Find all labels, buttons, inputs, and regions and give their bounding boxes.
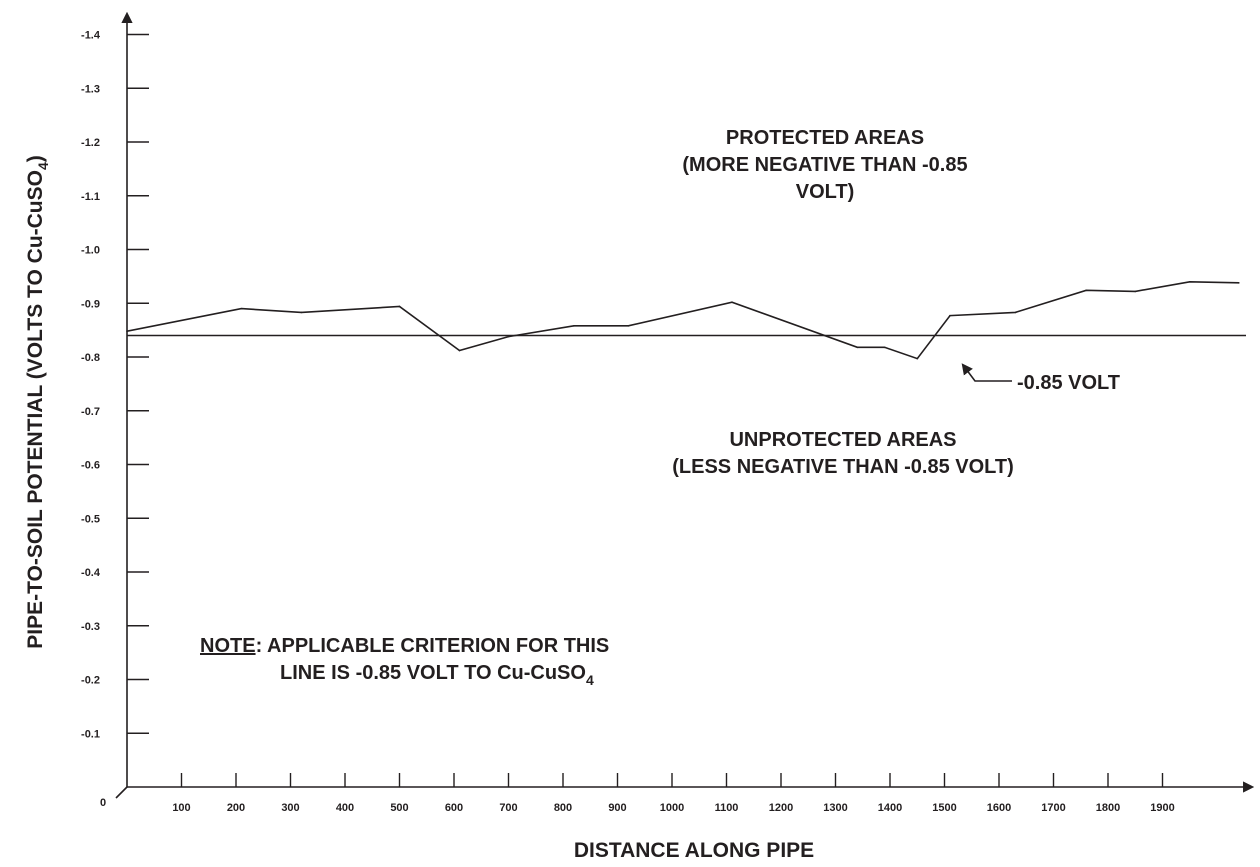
data-point: [240, 307, 243, 310]
note-label: NOTE: [200, 635, 256, 657]
x-tick-label: 200: [227, 802, 245, 814]
x-tick-label: 1100: [715, 802, 739, 814]
protected-annotation: PROTECTED AREAS (MORE NEGATIVE THAN -0.8…: [682, 127, 967, 203]
y-tick-label: -0.2: [81, 675, 100, 687]
data-point: [507, 335, 510, 338]
data-point: [1085, 289, 1087, 292]
y-tick-group: -0.1 -0.2 -0.3 -0.4 -0.5 -0.6 -0.7 -0.8 -0.9 -1.0…: [81, 30, 149, 740]
protected-line-3: VOLT): [796, 181, 855, 203]
y-tick-label: -0.1: [81, 728, 100, 740]
y-axis-title-close: ): [24, 155, 47, 162]
x-tick-label: 800: [554, 802, 572, 814]
callout-leader: [961, 363, 1012, 382]
x-tick-group: 100 200 300 400 500 600 700 800 900 1000 1100 1200 1…: [172, 773, 1175, 814]
data-point: [1014, 311, 1017, 314]
note-annotation: NOTE: APPLICABLE CRITERION FOR THIS LINE…: [200, 635, 609, 688]
data-point: [731, 301, 733, 303]
x-tick-label: 700: [499, 802, 517, 814]
data-point: [573, 325, 575, 327]
data-point: [1188, 280, 1191, 283]
y-tick-label: -0.8: [81, 352, 100, 364]
data-point: [883, 346, 886, 349]
note-line-2-sub: 4: [586, 672, 594, 688]
x-tick-label: 1300: [823, 802, 847, 814]
protected-line-2: (MORE NEGATIVE THAN -0.85: [682, 154, 967, 176]
data-point: [1134, 290, 1137, 293]
data-point: [300, 311, 303, 314]
x-tick-label: 1700: [1041, 802, 1065, 814]
data-point: [856, 346, 859, 349]
x-tick-label: 1500: [932, 802, 956, 814]
data-point: [126, 330, 128, 333]
x-tick-label: 300: [281, 802, 299, 814]
note-line-2: LINE IS -0.85 VOLT TO Cu-CuSO4: [280, 662, 594, 688]
y-tick-label: -0.6: [81, 460, 100, 472]
x-tick-label: 1900: [1150, 802, 1174, 814]
x-tick-label: 1400: [878, 802, 902, 814]
y-tick-label: -1.3: [81, 83, 100, 95]
series-line-0: [126, 280, 1239, 360]
y-tick-label: -0.7: [81, 406, 100, 418]
note-line-1-text: : APPLICABLE CRITERION FOR THIS: [256, 635, 610, 657]
y-tick-label: -0.5: [81, 513, 100, 525]
y-axis-title: PIPE-TO-SOIL POTENTIAL (VOLTS TO Cu-CuSO…: [24, 155, 51, 649]
x-tick-label: 1600: [987, 802, 1011, 814]
y-tick-label: -0.4: [81, 567, 101, 579]
origin-label: 0: [100, 797, 106, 809]
y-tick-label: -0.3: [81, 621, 100, 633]
data-point: [1238, 282, 1240, 284]
unprotected-line-2: (LESS NEGATIVE THAN -0.85 VOLT): [672, 456, 1014, 478]
y-tick-label: -1.4: [81, 30, 101, 42]
x-axis-title: DISTANCE ALONG PIPE: [574, 839, 814, 862]
x-tick-label: 1000: [660, 802, 684, 814]
reference-callout: -0.85 VOLT: [961, 363, 1120, 394]
unprotected-annotation: UNPROTECTED AREAS (LESS NEGATIVE THAN -0…: [672, 429, 1014, 478]
note-line-2-text: LINE IS -0.85 VOLT TO Cu-CuSO: [280, 662, 586, 684]
x-axis: 100 200 300 400 500 600 700 800 900 1000 1100 1200 1…: [127, 773, 1255, 814]
protected-line-1: PROTECTED AREAS: [726, 127, 924, 149]
y-tick-label: -1.0: [81, 245, 100, 257]
y-tick-label: -1.1: [81, 191, 100, 203]
data-point: [398, 305, 401, 308]
origin-stub: [115, 786, 128, 799]
data-point: [949, 314, 951, 317]
y-tick-label: -0.9: [81, 298, 100, 310]
data-point: [458, 349, 461, 352]
x-tick-label: 100: [172, 802, 190, 814]
x-tick-label: 1800: [1096, 802, 1120, 814]
x-tick-label: 1200: [769, 802, 793, 814]
unprotected-line-1: UNPROTECTED AREAS: [729, 429, 956, 451]
data-point: [916, 357, 919, 360]
series-points: [126, 280, 1240, 360]
y-axis: -0.1 -0.2 -0.3 -0.4 -0.5 -0.6 -0.7 -0.8 -0.9 -1.0…: [81, 11, 149, 787]
y-axis-title-main: PIPE-TO-SOIL POTENTIAL (VOLTS TO Cu-CuSO: [24, 170, 47, 649]
y-tick-label: -1.2: [81, 137, 100, 149]
x-tick-label: 600: [445, 802, 463, 814]
x-tick-label: 900: [608, 802, 626, 814]
data-point: [627, 325, 630, 327]
reference-label: -0.85 VOLT: [1017, 372, 1120, 394]
note-line-1: NOTE: APPLICABLE CRITERION FOR THIS: [200, 635, 609, 657]
x-tick-label: 500: [390, 802, 408, 814]
x-tick-label: 400: [336, 802, 354, 814]
y-axis-title-sub: 4: [35, 162, 51, 170]
